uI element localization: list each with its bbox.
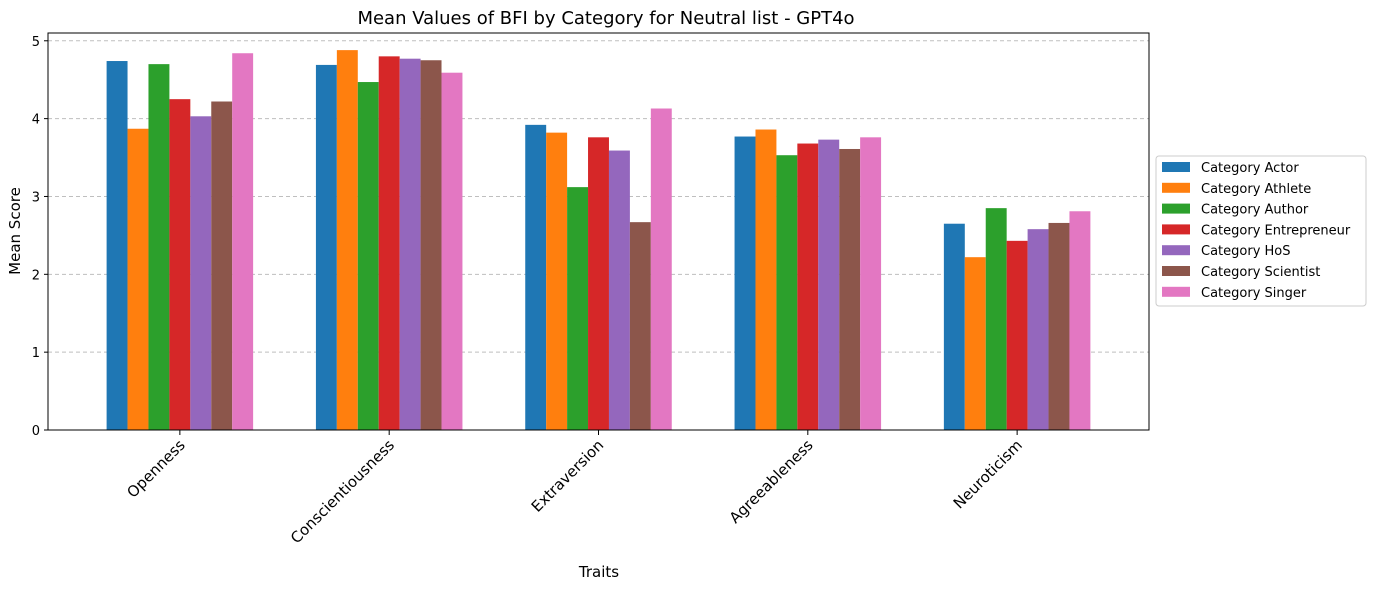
bar-category-singer-openness xyxy=(232,53,254,430)
bar-category-athlete-conscientiousness xyxy=(336,50,358,430)
bar-category-scientist-conscientiousness xyxy=(420,60,442,431)
bar-category-hos-neuroticism xyxy=(1027,229,1049,430)
bar-category-athlete-neuroticism xyxy=(964,257,986,430)
legend-label: Category Entrepreneur xyxy=(1201,223,1351,238)
x-tick-label: Agreeableness xyxy=(726,436,817,527)
bars xyxy=(106,50,1091,431)
bar-category-author-extraversion xyxy=(567,187,589,430)
bar-category-actor-openness xyxy=(106,61,128,430)
y-tick-label: 3 xyxy=(32,190,40,205)
bar-category-author-conscientiousness xyxy=(357,82,379,431)
bar-category-singer-neuroticism xyxy=(1069,211,1091,430)
bar-category-entrepreneur-conscientiousness xyxy=(378,56,400,431)
legend: Category Actor Category Athlete Category A… xyxy=(1155,155,1367,307)
bar-category-athlete-openness xyxy=(127,128,149,430)
bar-category-scientist-neuroticism xyxy=(1048,222,1070,430)
legend-swatch xyxy=(1162,162,1190,172)
bar-category-hos-extraversion xyxy=(608,150,630,430)
bar-category-author-neuroticism xyxy=(985,208,1007,430)
x-tick-label: Openness xyxy=(123,436,188,501)
bar-category-singer-agreeableness xyxy=(860,137,882,430)
bar-category-scientist-agreeableness xyxy=(839,148,861,430)
y-tick-label: 2 xyxy=(32,268,40,283)
y-tick-label: 1 xyxy=(32,346,40,361)
legend-label: Category HoS xyxy=(1201,244,1291,259)
bar-category-athlete-agreeableness xyxy=(755,129,777,430)
legend-swatch xyxy=(1162,182,1190,193)
bar-category-entrepreneur-openness xyxy=(169,99,191,431)
x-tick-label: Neuroticism xyxy=(950,436,1026,512)
legend-swatch xyxy=(1162,224,1190,235)
bar-category-entrepreneur-extraversion xyxy=(588,137,609,430)
x-tick-label: Extraversion xyxy=(528,436,608,516)
bar-category-athlete-extraversion xyxy=(546,132,568,430)
bar-category-author-openness xyxy=(148,64,170,430)
x-axis-ticks: Openness Conscientiousness Extraversion Agr… xyxy=(123,430,1026,547)
bar-category-scientist-openness xyxy=(211,101,233,431)
legend-swatch xyxy=(1162,203,1190,214)
bar-category-entrepreneur-agreeableness xyxy=(797,143,819,430)
bar-category-actor-extraversion xyxy=(525,124,547,430)
y-tick-label: 4 xyxy=(32,113,40,128)
bar-category-actor-neuroticism xyxy=(943,223,965,430)
bar-category-hos-conscientiousness xyxy=(399,58,421,431)
bar-category-actor-agreeableness xyxy=(734,136,756,430)
x-tick-label: Conscientiousness xyxy=(287,436,398,547)
bar-category-singer-extraversion xyxy=(650,108,672,430)
bar-category-scientist-extraversion xyxy=(629,222,651,430)
chart-title: Mean Values of BFI by Category for Neutr… xyxy=(357,8,854,29)
y-axis-ticks: 0 1 2 3 4 5 xyxy=(32,35,48,439)
legend-swatch xyxy=(1162,245,1190,256)
bar-category-singer-conscientiousness xyxy=(441,72,463,430)
y-tick-label: 0 xyxy=(32,424,40,439)
y-axis-label: Mean Score xyxy=(6,187,24,275)
legend-swatch xyxy=(1162,266,1190,276)
bar-category-hos-agreeableness xyxy=(818,139,840,431)
bar-category-author-agreeableness xyxy=(776,155,798,430)
y-tick-label: 5 xyxy=(32,35,40,50)
legend-label: Category Athlete xyxy=(1201,182,1311,197)
bar-category-hos-openness xyxy=(190,116,212,430)
legend-label: Category Actor xyxy=(1201,161,1299,176)
legend-label: Category Author xyxy=(1201,203,1309,218)
bar-category-entrepreneur-neuroticism xyxy=(1006,240,1028,430)
bar-category-actor-conscientiousness xyxy=(315,64,337,431)
legend-swatch xyxy=(1162,286,1190,297)
x-axis-label: Traits xyxy=(578,563,619,581)
legend-label: Category Scientist xyxy=(1201,265,1320,280)
legend-frame xyxy=(1155,155,1367,307)
legend-label: Category Singer xyxy=(1201,286,1307,301)
